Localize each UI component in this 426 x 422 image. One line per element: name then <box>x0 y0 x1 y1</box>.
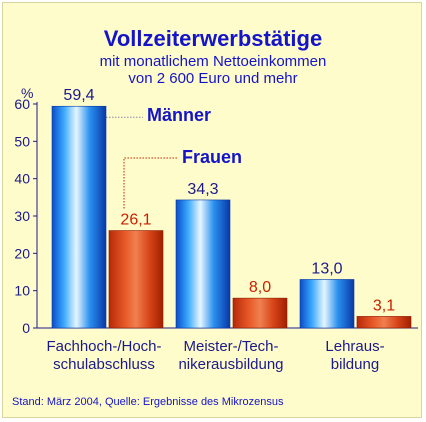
value-label: 59,4 <box>63 87 94 104</box>
category-label: schulabschluss <box>53 356 155 373</box>
legend-maenner: Männer <box>147 105 211 125</box>
value-label: 13,0 <box>311 260 342 277</box>
value-label: 3,1 <box>373 297 395 314</box>
category-label: nikerausbildung <box>178 356 283 373</box>
y-tick-label: 50 <box>14 133 30 149</box>
value-label: 34,3 <box>187 181 218 198</box>
chart-title: Vollzeiterwerbstätige <box>104 26 322 51</box>
y-tick-label: 40 <box>14 171 30 187</box>
y-tick-label: 10 <box>14 283 30 299</box>
y-tick-label: 20 <box>14 245 30 261</box>
source-note: Stand: März 2004, Quelle: Ergebnisse des… <box>12 396 284 408</box>
value-label: 26,1 <box>120 212 151 229</box>
category-label: Lehraus- <box>325 338 384 355</box>
y-axis-unit: % <box>21 85 33 101</box>
y-tick-label: 30 <box>14 208 30 224</box>
bar-frauen <box>356 316 412 329</box>
y-tick-label: 60 <box>14 96 30 112</box>
legend-frauen: Frauen <box>182 147 242 167</box>
category-label: Fachhoch-/Hoch- <box>46 338 161 355</box>
bar-maenner <box>51 105 107 329</box>
legend-leader-frauen <box>123 157 178 209</box>
category-label: bildung <box>331 356 379 373</box>
chart-subtitle-line-2: von 2 600 Euro und mehr <box>128 70 297 87</box>
value-label: 8,0 <box>249 279 271 296</box>
y-tick-label: 0 <box>22 320 30 336</box>
chart-subtitle-line-1: mit monatlichem Nettoeinkommen <box>100 53 327 70</box>
category-label: Meister-/Tech- <box>183 338 278 355</box>
bar-frauen <box>108 230 164 329</box>
bar-maenner <box>175 199 231 329</box>
bar-frauen <box>232 297 288 329</box>
bar-maenner <box>299 279 355 329</box>
